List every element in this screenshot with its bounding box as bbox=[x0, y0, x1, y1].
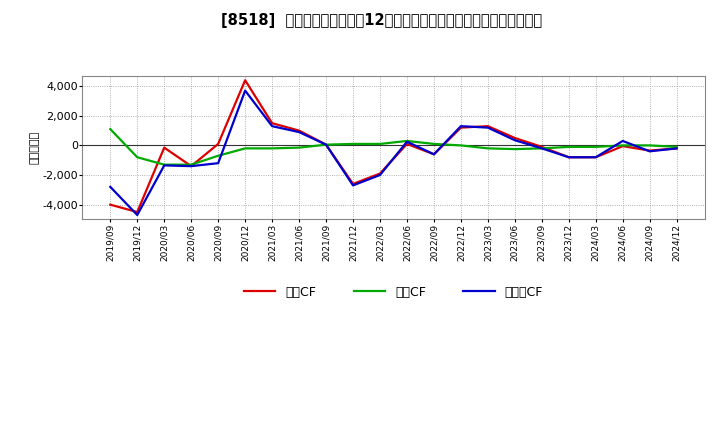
投資CF bbox=[214, 153, 222, 158]
営業CF bbox=[348, 181, 357, 187]
投資CF bbox=[456, 143, 465, 148]
フリーCF bbox=[402, 139, 411, 144]
フリーCF bbox=[376, 172, 384, 178]
投資CF bbox=[510, 147, 519, 152]
営業CF bbox=[618, 143, 627, 149]
営業CF bbox=[294, 128, 303, 133]
営業CF bbox=[672, 146, 681, 151]
営業CF bbox=[456, 125, 465, 130]
投資CF bbox=[294, 145, 303, 150]
フリーCF bbox=[322, 142, 330, 147]
フリーCF bbox=[133, 213, 142, 218]
フリーCF bbox=[160, 163, 168, 168]
投資CF bbox=[133, 154, 142, 160]
営業CF bbox=[484, 124, 492, 129]
営業CF bbox=[268, 121, 276, 126]
営業CF bbox=[645, 148, 654, 153]
投資CF bbox=[484, 146, 492, 151]
営業CF bbox=[322, 142, 330, 147]
Text: [8518]  キャッシュフローの12か月移動合計の対前年同期増減額の推移: [8518] キャッシュフローの12か月移動合計の対前年同期増減額の推移 bbox=[221, 13, 542, 28]
Line: 投資CF: 投資CF bbox=[110, 129, 677, 165]
フリーCF bbox=[510, 138, 519, 143]
Line: フリーCF: フリーCF bbox=[110, 91, 677, 215]
投資CF bbox=[564, 144, 573, 150]
投資CF bbox=[268, 146, 276, 151]
フリーCF bbox=[187, 164, 196, 169]
投資CF bbox=[160, 162, 168, 167]
投資CF bbox=[106, 126, 114, 132]
フリーCF bbox=[294, 129, 303, 135]
フリーCF bbox=[348, 183, 357, 188]
フリーCF bbox=[456, 124, 465, 129]
フリーCF bbox=[538, 146, 546, 151]
営業CF bbox=[564, 154, 573, 160]
フリーCF bbox=[618, 138, 627, 143]
投資CF bbox=[645, 143, 654, 148]
営業CF bbox=[402, 141, 411, 147]
フリーCF bbox=[672, 146, 681, 151]
営業CF bbox=[187, 164, 196, 169]
フリーCF bbox=[645, 149, 654, 154]
投資CF bbox=[618, 143, 627, 148]
フリーCF bbox=[268, 124, 276, 129]
営業CF bbox=[510, 136, 519, 141]
投資CF bbox=[430, 141, 438, 147]
フリーCF bbox=[240, 88, 249, 93]
Y-axis label: （百万円）: （百万円） bbox=[30, 131, 40, 164]
フリーCF bbox=[430, 152, 438, 157]
フリーCF bbox=[484, 125, 492, 130]
投資CF bbox=[322, 142, 330, 147]
投資CF bbox=[240, 146, 249, 151]
投資CF bbox=[672, 144, 681, 150]
投資CF bbox=[187, 162, 196, 167]
投資CF bbox=[402, 138, 411, 143]
営業CF bbox=[106, 202, 114, 207]
投資CF bbox=[376, 141, 384, 147]
Legend: 営業CF, 投資CF, フリーCF: 営業CF, 投資CF, フリーCF bbox=[244, 286, 543, 299]
フリーCF bbox=[106, 184, 114, 190]
投資CF bbox=[348, 141, 357, 147]
営業CF bbox=[160, 145, 168, 150]
フリーCF bbox=[591, 154, 600, 160]
営業CF bbox=[240, 77, 249, 83]
Line: 営業CF: 営業CF bbox=[110, 80, 677, 212]
フリーCF bbox=[564, 154, 573, 160]
営業CF bbox=[538, 144, 546, 150]
営業CF bbox=[591, 154, 600, 160]
フリーCF bbox=[214, 161, 222, 166]
投資CF bbox=[538, 146, 546, 151]
営業CF bbox=[376, 171, 384, 176]
営業CF bbox=[214, 141, 222, 147]
営業CF bbox=[133, 209, 142, 215]
営業CF bbox=[430, 152, 438, 157]
投資CF bbox=[591, 144, 600, 150]
